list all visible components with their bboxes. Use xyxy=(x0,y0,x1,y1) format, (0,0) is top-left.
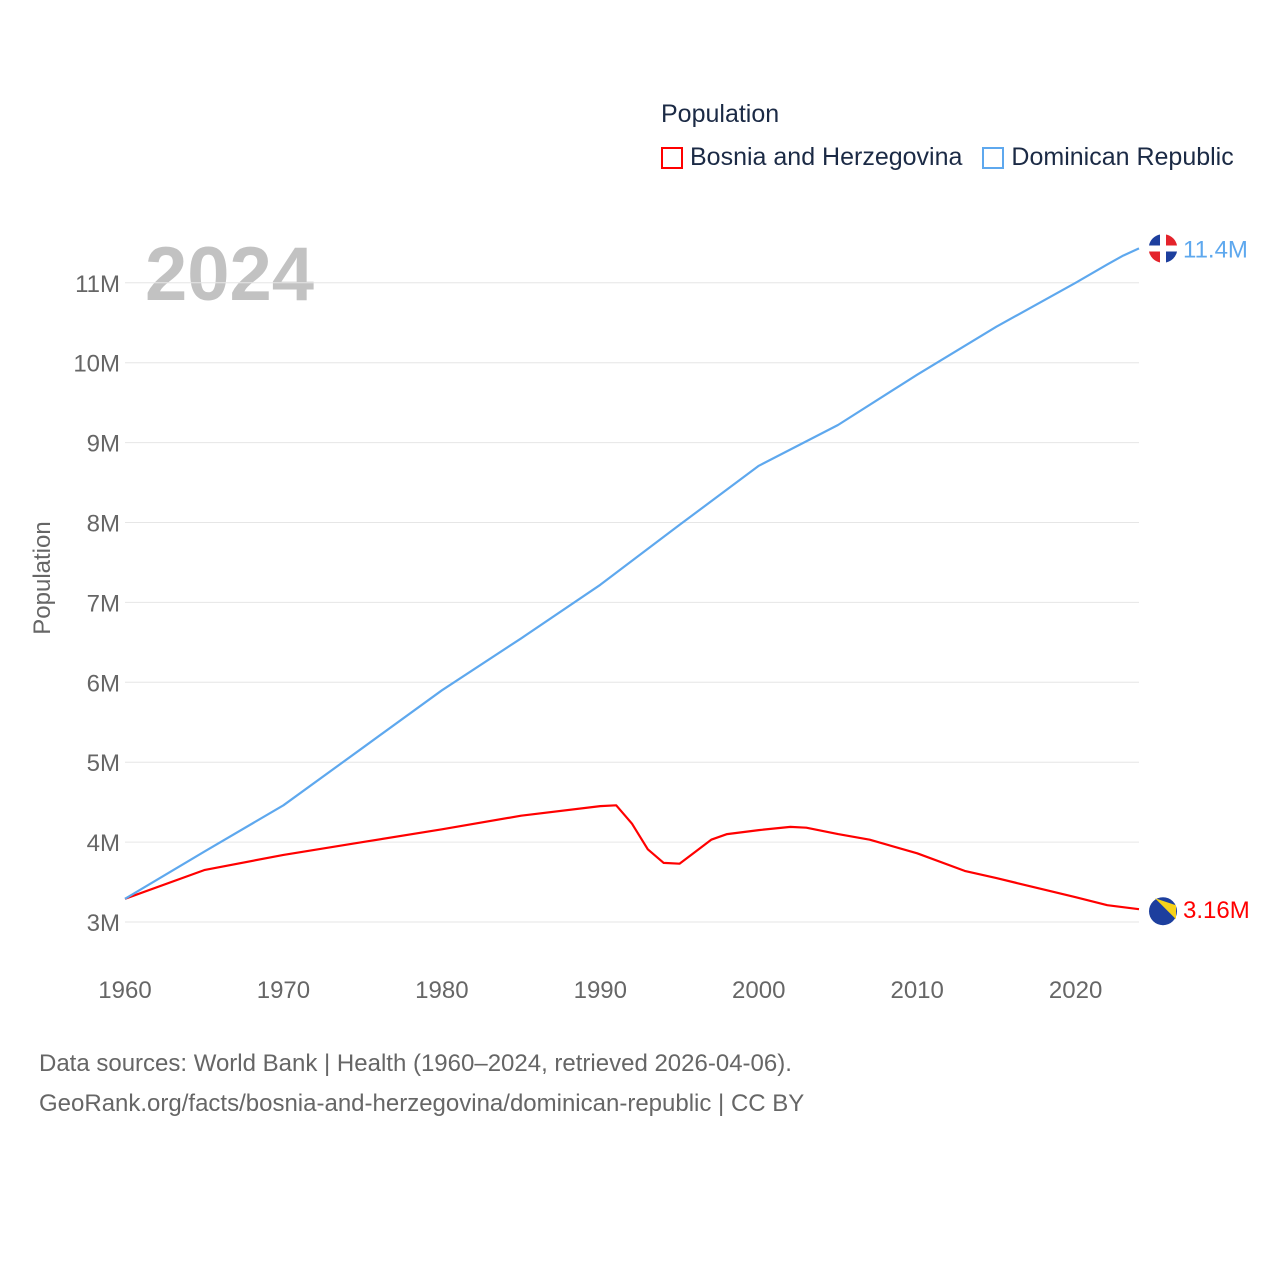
y-tick-label: 5M xyxy=(87,750,120,777)
y-tick-label: 3M xyxy=(87,910,120,937)
x-tick-label: 1970 xyxy=(257,977,310,1004)
y-tick-label: 10M xyxy=(73,351,120,378)
x-tick-label: 2010 xyxy=(890,977,943,1004)
year-watermark: 2024 xyxy=(145,232,314,317)
footer-sources: Data sources: World Bank | Health (1960–… xyxy=(39,1050,792,1077)
y-tick-label: 6M xyxy=(87,670,120,697)
x-tick-label: 2000 xyxy=(732,977,785,1004)
footer: Data sources: World Bank | Health (1960–… xyxy=(39,1044,804,1124)
y-tick-label: 9M xyxy=(87,431,120,458)
y-axis-title: Population xyxy=(29,521,56,634)
legend-label-dominican: Dominican Republic xyxy=(1011,143,1234,171)
y-tick-label: 4M xyxy=(87,830,120,857)
x-tick-label: 1990 xyxy=(574,977,627,1004)
y-tick-label: 7M xyxy=(87,590,120,617)
x-tick-label: 2020 xyxy=(1049,977,1102,1004)
y-tick-label: 11M xyxy=(75,271,120,298)
series-line-dominican xyxy=(124,247,1140,900)
legend: Bosnia and Herzegovina Dominican Republi… xyxy=(661,143,1234,172)
legend-item-dominican[interactable]: Dominican Republic xyxy=(982,143,1234,172)
legend-item-bosnia[interactable]: Bosnia and Herzegovina xyxy=(661,143,962,172)
end-value-label-bosnia: 3.16M xyxy=(1183,897,1250,924)
legend-title: Population xyxy=(661,100,780,128)
end-value-label-dominican: 11.4M xyxy=(1183,236,1248,263)
bosnia-flag-triangle xyxy=(1155,898,1176,920)
footer-url[interactable]: GeoRank.org/facts/bosnia-and-herzegovina… xyxy=(39,1090,805,1117)
legend-label-bosnia: Bosnia and Herzegovina xyxy=(690,143,963,171)
series-line-bosnia xyxy=(124,804,1140,911)
dominican-flag-q3 xyxy=(1149,251,1160,263)
dominican-flag-q4 xyxy=(1166,251,1177,263)
legend-swatch-bosnia xyxy=(661,146,683,169)
dominican-flag-q1 xyxy=(1149,234,1160,246)
x-tick-label: 1960 xyxy=(98,977,151,1004)
legend-swatch-dominican xyxy=(982,146,1005,169)
dominican-flag-q2 xyxy=(1166,234,1177,246)
x-tick-label: 1980 xyxy=(415,977,468,1004)
y-tick-label: 8M xyxy=(87,511,120,538)
